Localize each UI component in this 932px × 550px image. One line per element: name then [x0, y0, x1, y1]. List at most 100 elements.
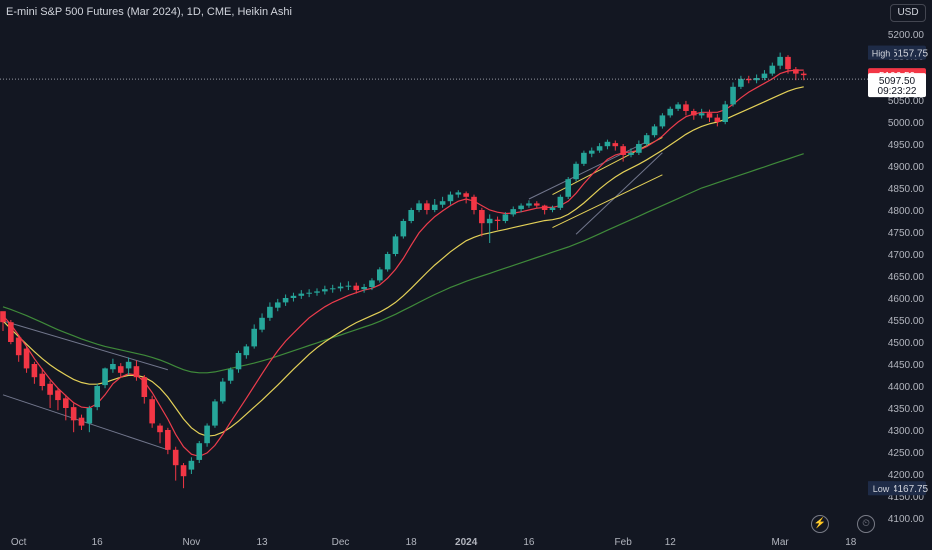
trendline — [575, 152, 663, 235]
candle-body — [243, 346, 250, 356]
candle-body — [526, 203, 532, 206]
candle-body — [329, 288, 336, 290]
candle-body — [133, 366, 140, 378]
high-label-bg — [868, 45, 894, 60]
candle-body — [204, 425, 210, 444]
candle-body — [416, 203, 422, 210]
candle-body — [424, 203, 430, 210]
candle-body — [39, 373, 46, 386]
y-tick-label: 4200.00 — [888, 470, 925, 481]
candle-body — [691, 111, 697, 116]
y-tick-label: 4900.00 — [888, 162, 925, 173]
candle-body — [581, 152, 587, 164]
candle-body — [369, 280, 375, 287]
candle-body — [714, 117, 721, 122]
x-tick-label: 13 — [256, 537, 268, 548]
channel-line — [552, 174, 663, 229]
alert-icon[interactable]: ⏲ — [857, 515, 875, 533]
y-tick-label: 5200.00 — [888, 30, 925, 41]
candle-body — [738, 78, 744, 87]
candle-body — [102, 368, 108, 386]
candle-body — [628, 152, 634, 155]
candle-body — [117, 366, 124, 373]
candle-body — [149, 399, 155, 424]
candle-body — [408, 210, 414, 221]
trendline — [2, 320, 168, 371]
lightning-icon[interactable]: ⚡ — [811, 515, 829, 533]
x-tick-label: 2024 — [455, 537, 478, 548]
candle-body — [612, 143, 619, 147]
candle-body — [785, 56, 791, 70]
candle-body — [793, 69, 799, 74]
candle-body — [659, 115, 666, 127]
candle-body — [800, 73, 807, 76]
candle-body — [172, 449, 179, 466]
candle-body — [282, 298, 289, 303]
candle-body — [518, 205, 524, 210]
candle-body — [322, 289, 328, 292]
candle-body — [384, 254, 391, 270]
ma-slow-line — [2, 153, 804, 374]
candle-body — [0, 311, 6, 323]
candle-body — [47, 383, 53, 395]
y-tick-label: 4650.00 — [888, 272, 925, 283]
candle-body — [651, 126, 658, 136]
candle-body — [777, 56, 783, 66]
y-tick-label: 4950.00 — [888, 140, 925, 151]
candle-body — [745, 78, 752, 81]
candle-body — [227, 369, 234, 381]
candle-body — [212, 401, 218, 426]
candle-body — [267, 306, 273, 318]
candle-body — [604, 141, 611, 147]
y-tick-label: 5000.00 — [888, 118, 925, 129]
candle-body — [683, 104, 689, 111]
high-price-tag-value: 5157.75 — [892, 49, 929, 60]
x-tick-label: Dec — [332, 537, 350, 548]
y-tick-label: 4300.00 — [888, 426, 925, 437]
x-tick-label: Mar — [772, 537, 790, 548]
candle-body — [400, 221, 407, 237]
candle-body — [722, 104, 728, 122]
candle-body — [31, 364, 38, 378]
candle-body — [502, 214, 509, 221]
candle-body — [471, 196, 477, 210]
y-tick-label: 4600.00 — [888, 294, 925, 305]
candle-body — [86, 408, 93, 424]
candle-body — [588, 150, 595, 154]
candle-body — [565, 179, 571, 197]
candle-body — [345, 285, 352, 287]
current-price-tag — [868, 73, 926, 98]
candle-body — [377, 269, 383, 281]
y-tick-label: 4100.00 — [888, 514, 925, 525]
trendline — [528, 141, 647, 200]
candle-body — [486, 218, 493, 224]
y-tick-label: 4750.00 — [888, 228, 925, 239]
y-tick-label: 4150.00 — [888, 492, 925, 503]
low-label-bg — [868, 481, 894, 496]
currency-selector[interactable]: USD — [890, 4, 926, 22]
candle-body — [455, 192, 462, 195]
candle-body — [643, 135, 650, 144]
candle-body — [675, 104, 681, 109]
candle-body — [337, 286, 344, 289]
candle-body — [636, 144, 642, 153]
candle-body — [63, 398, 69, 408]
candle-body — [298, 293, 305, 296]
ma-mid-line — [2, 86, 804, 437]
x-tick-label: Feb — [615, 537, 633, 548]
candle-body — [761, 73, 768, 78]
candle-body — [314, 291, 320, 293]
y-tick-label: 4450.00 — [888, 360, 925, 371]
y-tick-label: 4350.00 — [888, 404, 925, 415]
candle-body — [549, 207, 556, 210]
y-tick-label: 4550.00 — [888, 316, 925, 327]
candle-body — [8, 322, 14, 342]
candle-body — [180, 465, 187, 477]
candle-body — [23, 348, 30, 369]
x-tick-label: 12 — [665, 537, 677, 548]
candle-body — [165, 430, 171, 450]
candle-body — [573, 163, 579, 180]
candle-body — [55, 390, 61, 401]
